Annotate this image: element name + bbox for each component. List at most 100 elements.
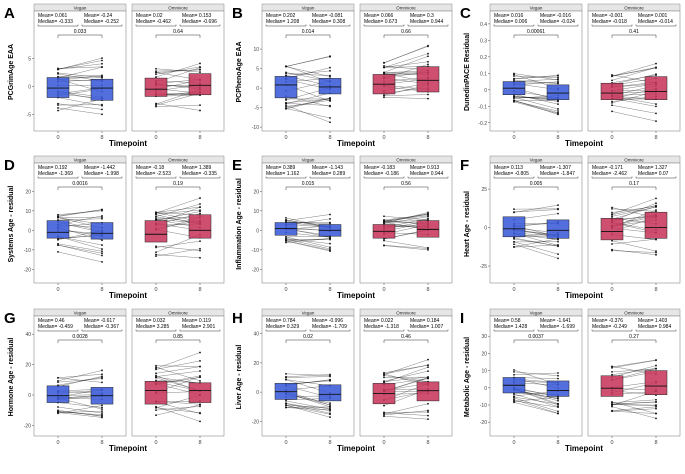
y-tick-label: -0.2: [478, 121, 487, 127]
data-point: [329, 217, 331, 220]
data-point: [199, 104, 201, 107]
subject-line: [285, 405, 331, 415]
x-tick-label: 0: [382, 135, 385, 141]
subject-line: [57, 405, 103, 414]
subject-line: [611, 406, 657, 411]
data-point: [557, 257, 559, 260]
data-point: [285, 74, 287, 77]
stat-mean-8: Mean= -1.641: [540, 318, 571, 324]
data-point: [383, 371, 385, 374]
data-point: [383, 376, 385, 379]
stat-mean-8: Mean= -0.996: [312, 318, 343, 324]
y-tick-label: -20: [24, 423, 31, 429]
stat-median-8: Median= 0.289: [312, 171, 345, 177]
data-point: [101, 59, 103, 62]
box-0: [600, 218, 624, 241]
stat-median-8: Median= -1.847: [540, 171, 575, 177]
subject-line: [611, 67, 657, 77]
subject-line: [155, 366, 201, 374]
data-point: [329, 66, 331, 69]
y-tick-label: -20: [480, 420, 487, 426]
subject-line: [57, 374, 103, 378]
panel-letter: H: [232, 310, 243, 327]
data-point: [329, 379, 331, 382]
data-point: [101, 75, 103, 77]
subject-line: [155, 254, 201, 258]
stat-mean-8: Mean= -1.307: [540, 165, 571, 171]
data-point: [101, 250, 103, 253]
data-point: [427, 364, 429, 367]
subject-line: [513, 94, 559, 105]
x-axis-title: Timepoint: [109, 139, 147, 148]
facet-title: Omnivore: [396, 158, 416, 163]
data-point: [57, 379, 59, 382]
p-value: 0.46: [401, 334, 411, 340]
data-point: [427, 409, 429, 412]
data-point: [383, 415, 385, 418]
data-point: [101, 377, 103, 380]
data-point: [329, 248, 331, 250]
panel-letter: I: [460, 310, 464, 327]
panel-d: D Systems Age - residual Timepoint -20 -10 0 1…: [4, 155, 225, 300]
data-point: [427, 377, 429, 380]
y-tick-label: 0.2: [480, 55, 487, 61]
stat-median-0: Median= -0.249: [592, 324, 627, 330]
data-point: [101, 62, 103, 65]
data-point: [101, 239, 103, 242]
stat-bracket: [363, 329, 449, 332]
p-value-bracket: [383, 186, 429, 190]
box-0: [274, 76, 298, 99]
stat-mean-8: Mean= -1.143: [312, 165, 343, 171]
subject-line: [383, 45, 429, 64]
data-point: [329, 246, 331, 249]
data-point: [101, 413, 103, 416]
data-point: [199, 68, 201, 71]
data-point: [655, 359, 657, 361]
x-tick-label: 0: [512, 440, 515, 446]
stat-bracket: [37, 176, 123, 179]
box-0: [46, 77, 70, 98]
subject-line: [155, 406, 201, 411]
stat-mean-8: Mean= 0.119: [182, 318, 211, 324]
stat-bracket: [363, 176, 449, 179]
x-tick-label: 0: [154, 135, 157, 141]
x-tick-label: 0: [56, 440, 59, 446]
data-point: [557, 74, 559, 77]
subject-line: [611, 67, 657, 77]
data-point: [155, 103, 157, 106]
box-8: [546, 84, 570, 100]
subject-line: [155, 352, 201, 369]
panel-letter: C: [460, 5, 471, 22]
data-point: [101, 254, 103, 257]
p-value: 0.66: [401, 29, 411, 35]
data-point: [101, 217, 103, 220]
subject-line: [513, 238, 559, 247]
data-point: [427, 63, 429, 66]
data-point: [199, 203, 201, 205]
stat-mean-0: Mean= 0.022: [364, 318, 394, 324]
data-point: [101, 215, 103, 217]
facet-title: Vegan: [74, 158, 87, 163]
subject-line: [611, 198, 657, 215]
subject-line: [383, 245, 429, 249]
y-tick-label: 20: [253, 361, 259, 367]
data-point: [155, 375, 157, 378]
x-tick-label: 8: [198, 135, 201, 141]
data-point: [155, 414, 157, 417]
stat-bracket: [135, 329, 221, 332]
x-tick-label: 8: [556, 440, 559, 446]
box-0: [144, 77, 168, 97]
data-point: [329, 375, 331, 378]
data-point: [655, 405, 657, 408]
subject-line: [383, 216, 429, 224]
stat-median-8: Median= -0.252: [84, 19, 119, 25]
data-point: [285, 399, 287, 402]
data-point: [199, 212, 201, 215]
data-point: [101, 209, 103, 212]
data-point: [611, 102, 613, 104]
stat-median-8: Median= -0.696: [182, 19, 217, 25]
facet-frame: [489, 10, 583, 132]
data-point: [155, 253, 157, 256]
